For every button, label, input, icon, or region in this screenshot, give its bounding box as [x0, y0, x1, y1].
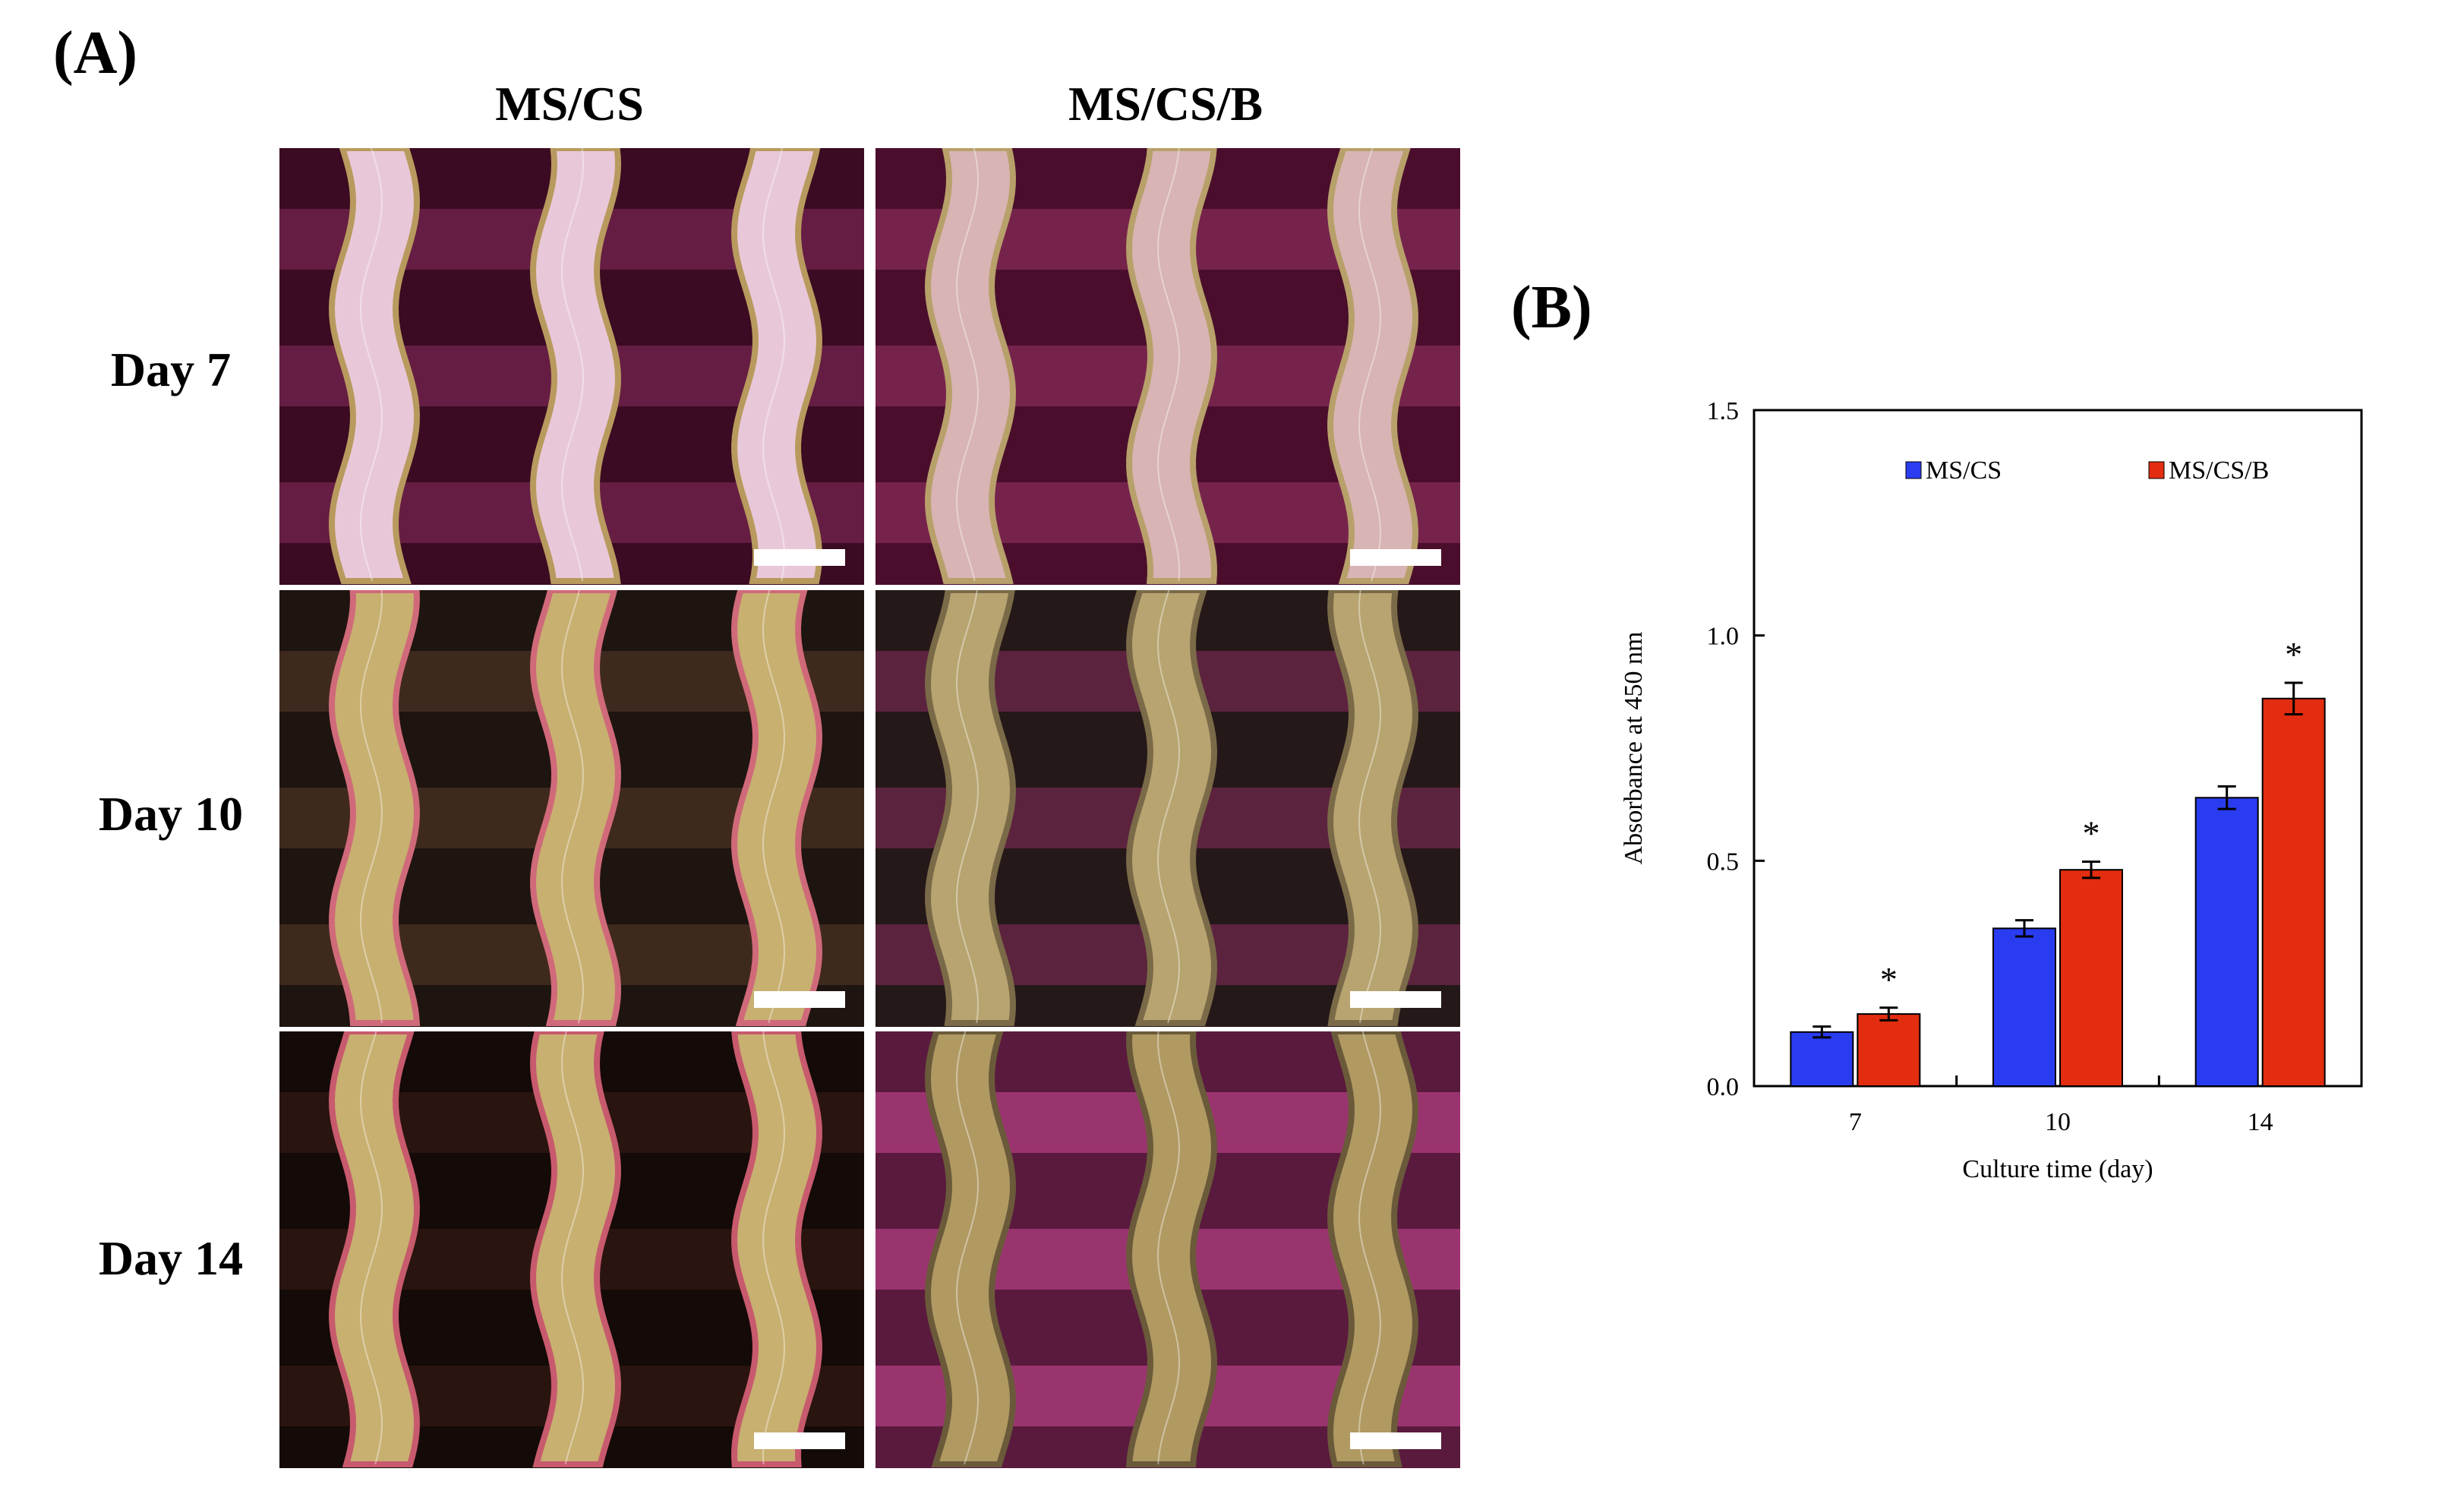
plot-frame	[1753, 409, 2363, 1088]
significance-asterisk: *	[1880, 960, 1898, 999]
micrograph-ms-cs-day-10	[279, 590, 864, 1027]
fiber-highlight	[1157, 148, 1180, 582]
bar-ms-cs-day-10	[1992, 927, 2056, 1087]
scaffold-fiber	[329, 148, 421, 584]
micrograph-image	[875, 590, 1460, 1027]
fiber-highlight	[762, 1031, 785, 1465]
column-header-ms-cs-b: MS/CS/B	[1068, 77, 1264, 131]
fiber-highlight	[1358, 1031, 1381, 1465]
row-header-day-14: Day 14	[98, 1231, 244, 1285]
fiber-highlight	[1157, 1031, 1180, 1465]
fiber-highlight	[762, 590, 785, 1024]
fiber-highlight	[561, 148, 584, 582]
micrograph-image	[279, 590, 864, 1027]
scaffold-fiber	[530, 1031, 621, 1467]
bar-ms-cs-day-14	[2194, 797, 2259, 1087]
micrograph-image	[279, 1031, 864, 1468]
scaffold-fiber	[1327, 1031, 1418, 1467]
legend-swatch	[1905, 461, 1922, 479]
bar-ms-cs-b-day-14	[2261, 697, 2326, 1087]
scaffold-fiber	[1327, 148, 1418, 584]
y-tick-label: 0.0	[1707, 1073, 1740, 1101]
scale-bar	[1350, 549, 1441, 566]
scaffold-fiber	[1126, 590, 1217, 1026]
scaffold-fiber	[925, 148, 1017, 584]
scale-bar	[1350, 1432, 1441, 1449]
fiber-highlight	[360, 148, 383, 582]
fiber-highlight	[1358, 148, 1381, 582]
legend-label: MS/CS	[1926, 456, 2002, 485]
scaffold-fiber	[1126, 148, 1217, 584]
fiber-highlight	[762, 148, 785, 582]
scaffold-fiber	[925, 590, 1016, 1026]
scaffold-fiber	[731, 148, 822, 584]
fiber-highlight	[956, 590, 979, 1024]
fiber-highlight	[1157, 590, 1180, 1024]
micrograph-ms-cs-b-day-10	[875, 590, 1460, 1027]
significance-asterisk: *	[2285, 635, 2302, 674]
x-tick-label: 7	[1849, 1108, 1862, 1136]
scaffold-fiber	[530, 590, 621, 1026]
legend-swatch	[2148, 461, 2165, 479]
y-tick-label: 0.5	[1707, 848, 1740, 876]
bar-ms-cs-b-day-10	[2059, 869, 2123, 1087]
y-tick-label: 1.0	[1707, 623, 1740, 651]
scale-bar	[754, 1432, 845, 1449]
row-header-day-10: Day 10	[98, 787, 244, 841]
fiber-highlight	[561, 1031, 584, 1465]
micrograph-ms-cs-b-day-7	[875, 148, 1460, 585]
fiber-highlight	[956, 148, 979, 582]
y-axis-title: Absorbance at 450 nm	[1620, 632, 1648, 865]
x-tick-label: 10	[2045, 1108, 2071, 1136]
row-header-day-7: Day 7	[110, 343, 232, 396]
micrograph-image	[875, 1031, 1460, 1468]
scaffold-fiber	[1125, 1031, 1217, 1467]
y-tick-label: 1.5	[1707, 397, 1740, 425]
significance-asterisk: *	[2083, 814, 2100, 853]
fiber-highlight	[360, 1031, 383, 1465]
micrograph-ms-cs-b-day-14	[875, 1031, 1460, 1468]
fiber-highlight	[956, 1031, 979, 1465]
scale-bar	[754, 549, 845, 566]
fiber-highlight	[561, 590, 584, 1024]
panel-b-label: (B)	[1511, 274, 1592, 341]
micrograph-image	[875, 148, 1460, 585]
fiber-highlight	[1358, 590, 1381, 1024]
fiber-highlight	[360, 590, 383, 1024]
x-tick-label: 14	[2248, 1108, 2273, 1136]
scaffold-fiber	[329, 590, 421, 1026]
micrograph-ms-cs-day-7	[279, 148, 864, 585]
absorbance-bar-chart: 0.0 0.5 1.0 1.5 7 10 14 * * * MS/CS MS/CS/B Culture …	[1620, 397, 2363, 1183]
legend-label: MS/CS/B	[2169, 456, 2269, 485]
micrograph-image	[279, 148, 864, 585]
scaffold-fiber	[731, 1031, 822, 1467]
scaffold-fiber	[731, 590, 822, 1026]
scaffold-fiber	[925, 1031, 1016, 1467]
panel-a-label: (A)	[53, 20, 138, 87]
scaffold-fiber	[530, 148, 622, 584]
bar-ms-cs-day-7	[1790, 1031, 1854, 1087]
scale-bar	[1350, 991, 1441, 1008]
x-axis-title: Culture time (day)	[1962, 1155, 2153, 1183]
scaffold-fiber	[329, 1031, 420, 1467]
scaffold-fiber	[1327, 590, 1418, 1026]
scale-bar	[754, 991, 845, 1008]
micrograph-ms-cs-day-14	[279, 1031, 864, 1468]
bar-ms-cs-b-day-7	[1857, 1013, 1921, 1087]
column-header-ms-cs: MS/CS	[495, 77, 644, 131]
